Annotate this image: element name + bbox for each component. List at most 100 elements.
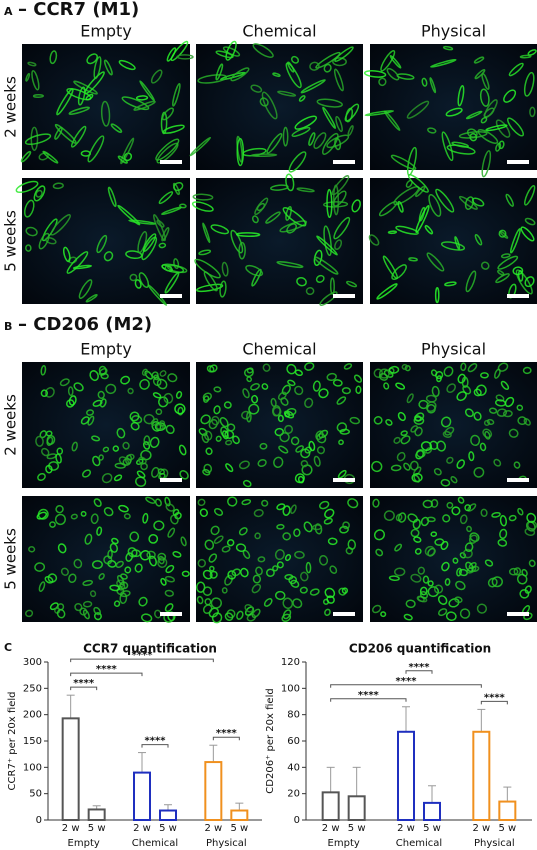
- stain: [378, 373, 389, 381]
- stain: [257, 556, 266, 563]
- stain: [329, 565, 338, 574]
- stain: [109, 542, 118, 553]
- stain: [37, 508, 49, 520]
- stain: [202, 222, 211, 244]
- stain: [71, 441, 78, 452]
- stain: [35, 435, 44, 447]
- stain: [336, 396, 347, 405]
- stain: [519, 54, 532, 59]
- stain: [403, 462, 411, 471]
- stain: [455, 580, 466, 591]
- stain: [164, 496, 171, 507]
- micrograph: [370, 496, 537, 622]
- stain: [45, 237, 57, 245]
- significance-label: ****: [358, 690, 380, 701]
- chart-title: CCR7 quantification: [83, 642, 217, 656]
- stain: [465, 110, 483, 120]
- stain: [341, 587, 349, 594]
- stain: [468, 534, 478, 544]
- stain: [201, 433, 210, 444]
- stain: [163, 392, 174, 404]
- stain: [286, 363, 297, 375]
- stain: [291, 126, 311, 137]
- stain: [524, 184, 536, 206]
- stain: [508, 567, 519, 576]
- stain: [245, 264, 264, 277]
- stain: [165, 424, 175, 435]
- bar: [347, 795, 366, 821]
- stain: [347, 125, 354, 137]
- stain: [300, 459, 309, 468]
- stain: [282, 207, 307, 227]
- stain: [464, 504, 472, 512]
- stain: [312, 380, 321, 392]
- stain: [433, 584, 444, 594]
- stain: [355, 385, 362, 395]
- stain: [408, 257, 418, 262]
- stain: [276, 503, 286, 511]
- stain: [210, 224, 230, 235]
- stain: [397, 512, 407, 523]
- stain: [274, 549, 285, 561]
- stain: [445, 107, 463, 117]
- stain: [98, 573, 105, 580]
- stain: [503, 89, 517, 103]
- stain: [339, 428, 350, 435]
- stain: [101, 472, 113, 484]
- stain: [497, 362, 509, 372]
- scale-bar: [507, 294, 529, 298]
- stain: [110, 123, 123, 133]
- stain: [422, 575, 430, 584]
- stain: [138, 456, 147, 465]
- category-label: Empty: [68, 838, 100, 849]
- stain: [242, 479, 252, 488]
- stain: [430, 531, 438, 537]
- y-tick-label: 200: [23, 710, 42, 721]
- stain: [466, 566, 477, 574]
- stain: [409, 460, 419, 471]
- stain: [393, 436, 401, 444]
- stain: [332, 379, 343, 387]
- series-label: 2 w: [62, 823, 80, 834]
- stain: [230, 67, 250, 82]
- stain: [417, 566, 426, 575]
- stain: [178, 444, 187, 456]
- stain: [215, 63, 224, 81]
- significance-bracket: [70, 672, 143, 677]
- stain: [322, 106, 337, 129]
- stain: [232, 435, 240, 445]
- stain: [486, 418, 495, 425]
- stain: [516, 573, 528, 585]
- stain: [129, 531, 140, 542]
- stain: [429, 77, 437, 94]
- stain: [223, 401, 232, 409]
- stain: [161, 206, 182, 216]
- stain: [202, 604, 213, 614]
- stain: [145, 496, 156, 504]
- y-tick-label: 60: [287, 736, 300, 747]
- stain: [263, 598, 273, 607]
- stain: [209, 364, 218, 373]
- stain: [454, 236, 461, 250]
- stain: [276, 561, 284, 569]
- stain: [491, 576, 503, 588]
- stain: [224, 574, 233, 586]
- stain: [473, 466, 485, 478]
- stain: [146, 550, 156, 560]
- stain: [197, 558, 206, 568]
- stain: [128, 219, 157, 225]
- stain: [87, 135, 105, 163]
- stain: [23, 199, 35, 218]
- stain: [155, 408, 163, 416]
- stain: [86, 409, 95, 416]
- significance-bracket: [405, 670, 433, 674]
- stain: [150, 69, 163, 84]
- stain: [406, 100, 430, 119]
- scale-bar: [160, 160, 182, 164]
- stain: [153, 520, 165, 531]
- micrograph-bg: [370, 362, 537, 488]
- stain: [82, 579, 93, 587]
- stain: [278, 445, 289, 454]
- stain: [466, 128, 478, 138]
- stain: [265, 211, 281, 224]
